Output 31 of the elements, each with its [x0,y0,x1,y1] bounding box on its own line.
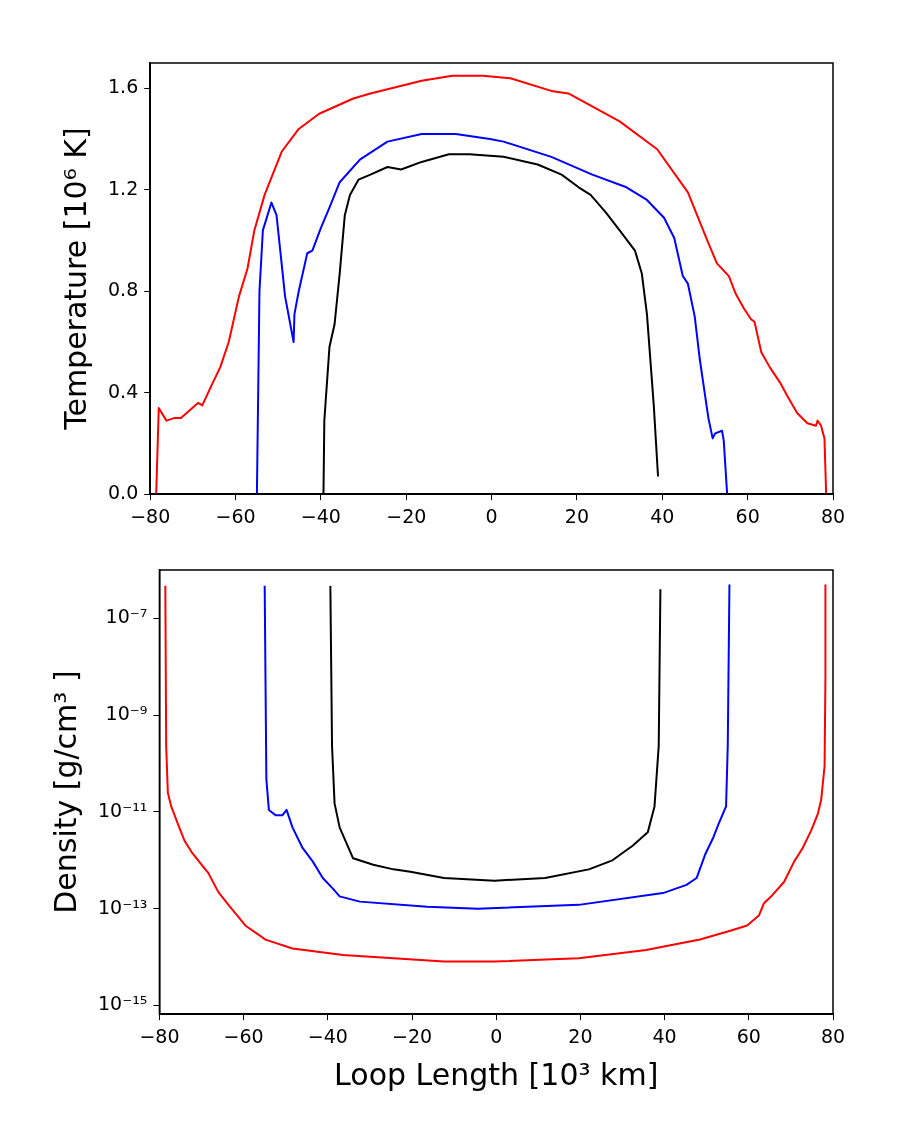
x-tick-label: −40 [307,1024,348,1047]
x-tick-label: −20 [391,1024,433,1047]
x-tick-label: 60 [735,504,760,527]
x-tick-label: −60 [223,1024,264,1047]
y-tick-label: 10⁻¹³ [97,895,148,918]
y-tick-label: 1.2 [108,176,139,199]
x-tick-label: 20 [564,504,590,527]
y-tick-label: 0.4 [108,379,139,402]
x-tick-label: 80 [820,1024,846,1047]
x-tick-label: 40 [650,504,675,527]
y-tick-label: 10⁻¹⁵ [97,992,148,1015]
y-tick-label: 10⁻⁷ [105,605,148,628]
x-tick-label: −80 [139,1024,180,1047]
y-tick-label: 1.6 [108,75,139,98]
x-tick-label: 0 [485,504,498,527]
y-tick-label: 0.0 [108,481,139,504]
y-axis-title: Density [g/cm³ ] [47,670,83,914]
x-tick-label: 80 [820,504,846,527]
x-tick-label: 0 [490,1024,503,1047]
x-tick-label: −20 [386,504,427,527]
x-tick-label: 60 [736,1024,761,1047]
x-tick-label: −80 [130,504,171,527]
x-tick-label: 20 [568,1024,593,1047]
y-tick-label: 0.8 [108,278,139,301]
x-tick-label: −40 [300,504,341,527]
y-tick-label: 10⁻¹¹ [97,798,148,821]
x-tick-label: 40 [652,1024,677,1047]
y-tick-label: 10⁻⁹ [105,702,148,725]
x-axis-title: Loop Length [10³ km] [334,1056,659,1092]
y-axis-title: Temperature [10⁶ K] [57,127,93,431]
x-tick-label: −60 [215,504,256,527]
